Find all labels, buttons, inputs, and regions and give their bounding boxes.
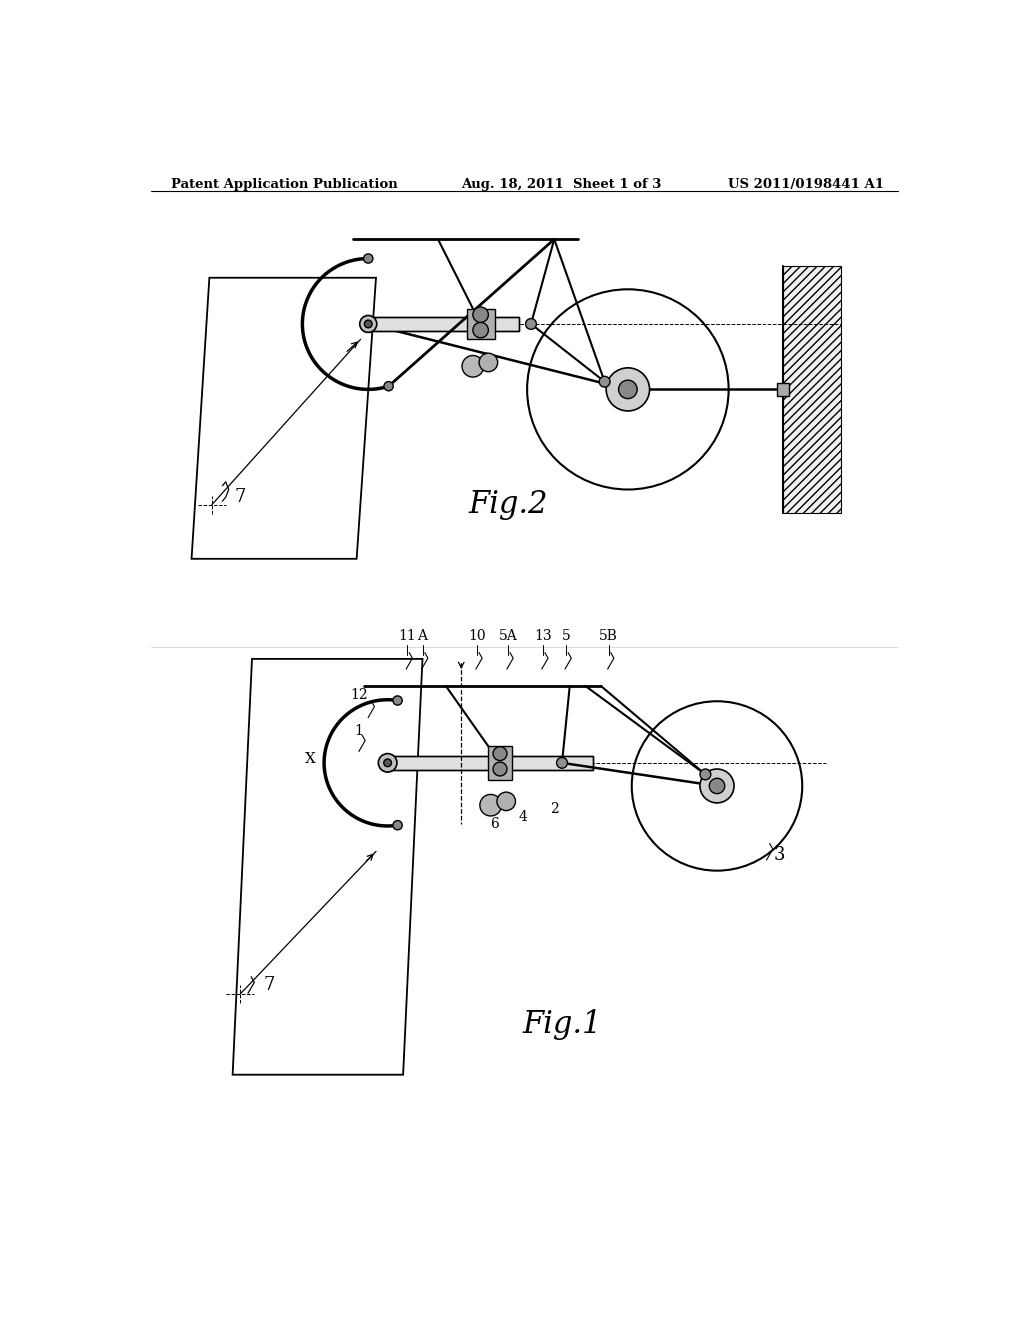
Circle shape — [384, 381, 393, 391]
Circle shape — [365, 321, 372, 327]
Circle shape — [378, 754, 397, 772]
Bar — [365, 317, 519, 331]
Text: 5: 5 — [561, 628, 570, 643]
Circle shape — [473, 322, 488, 338]
Text: 2: 2 — [550, 803, 559, 816]
Bar — [776, 383, 790, 396]
Circle shape — [479, 354, 498, 372]
Text: Fig.2: Fig.2 — [468, 490, 548, 520]
Bar — [365, 317, 519, 331]
Polygon shape — [232, 659, 423, 1074]
Text: 1: 1 — [354, 723, 364, 738]
Text: 13: 13 — [534, 628, 552, 643]
Text: 10: 10 — [468, 628, 485, 643]
Text: US 2011/0198441 A1: US 2011/0198441 A1 — [728, 178, 884, 190]
Bar — [783, 267, 841, 512]
Polygon shape — [191, 277, 376, 558]
Text: 6: 6 — [490, 817, 499, 832]
Circle shape — [493, 747, 507, 760]
Circle shape — [700, 770, 711, 780]
Text: 7: 7 — [263, 975, 275, 994]
Circle shape — [359, 315, 377, 333]
Circle shape — [473, 308, 488, 322]
Text: 5A: 5A — [499, 628, 517, 643]
Circle shape — [618, 380, 637, 399]
Text: X: X — [305, 752, 315, 766]
Circle shape — [525, 318, 537, 330]
Circle shape — [462, 355, 483, 378]
Text: 7: 7 — [234, 488, 247, 506]
Circle shape — [493, 762, 507, 776]
Text: Fig.1: Fig.1 — [522, 1010, 602, 1040]
Circle shape — [384, 759, 391, 767]
Bar — [384, 756, 593, 770]
Bar — [467, 309, 495, 339]
Circle shape — [710, 779, 725, 793]
Text: A: A — [418, 628, 427, 643]
Circle shape — [393, 696, 402, 705]
Bar — [488, 746, 512, 780]
Circle shape — [599, 376, 610, 387]
Circle shape — [364, 253, 373, 263]
Circle shape — [393, 821, 402, 830]
Text: 5B: 5B — [599, 628, 617, 643]
Text: Patent Application Publication: Patent Application Publication — [171, 178, 397, 190]
Circle shape — [606, 368, 649, 411]
Text: 3: 3 — [773, 846, 784, 865]
Text: 4: 4 — [519, 809, 527, 824]
Text: 12: 12 — [350, 688, 369, 702]
Bar — [384, 756, 593, 770]
Circle shape — [497, 792, 515, 810]
Circle shape — [480, 795, 502, 816]
Circle shape — [700, 770, 734, 803]
Circle shape — [557, 758, 567, 768]
Text: 11: 11 — [398, 628, 416, 643]
Text: Aug. 18, 2011  Sheet 1 of 3: Aug. 18, 2011 Sheet 1 of 3 — [461, 178, 662, 190]
